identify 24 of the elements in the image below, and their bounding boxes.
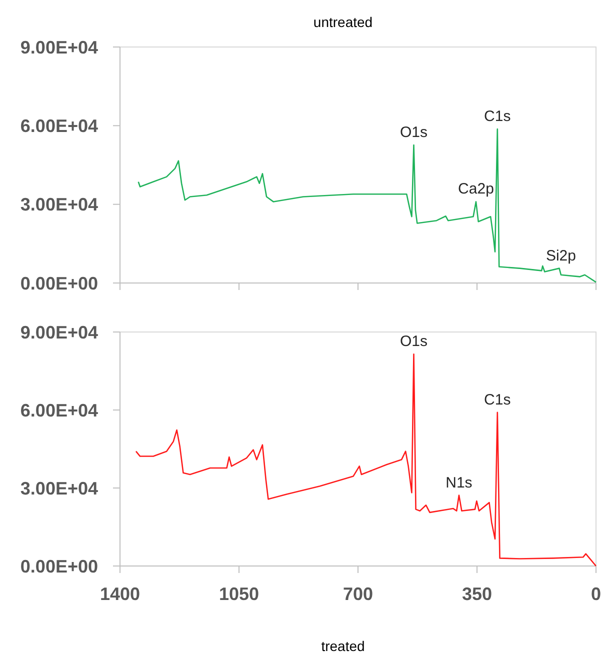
y-tick-label: 3.00E+04 (20, 478, 98, 498)
annotation: O1s (400, 333, 428, 350)
y-tick-label: 9.00E+04 (20, 37, 98, 58)
x-tick-label: 350 (462, 584, 492, 604)
annotation: Si2p (546, 247, 576, 264)
chart-title: untreated (313, 14, 373, 30)
x-tick-label: 1050 (218, 584, 260, 604)
x-tick-label: 1400 (100, 584, 140, 604)
annotation: C1s (484, 108, 511, 126)
x-tick-label: 700 (342, 584, 374, 604)
y-tick-label: 9.00E+04 (20, 322, 98, 342)
annotation: N1s (446, 474, 472, 492)
y-tick-label: 6.00E+04 (20, 400, 98, 420)
y-tick-label: 6.00E+04 (20, 116, 98, 136)
line-series (135, 353, 597, 567)
annotation: Ca2p (458, 180, 494, 198)
line-series (138, 128, 597, 283)
text: treated (321, 638, 365, 654)
y-tick-label: 0.00E+00 (20, 273, 98, 294)
y-tick-label: 0.00E+00 (20, 556, 98, 576)
y-tick-label: 3.00E+04 (20, 194, 98, 215)
annotation: C1s (484, 391, 511, 408)
annotation: O1s (400, 124, 428, 142)
x-tick-label: 0 (590, 584, 601, 604)
